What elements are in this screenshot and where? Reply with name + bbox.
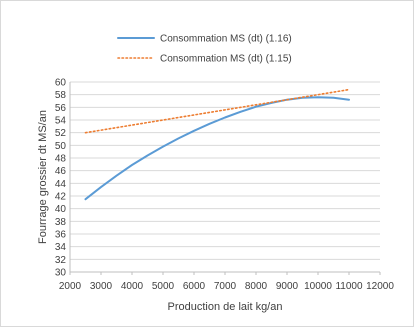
x-axis-title: Production de lait kg/an	[168, 301, 283, 313]
y-tick-label: 42	[55, 192, 67, 203]
legend: Consommation MS (dt) (1.16) Consommation …	[117, 34, 292, 65]
x-tick-label: 6000	[183, 281, 206, 292]
series-line-1	[84, 96, 350, 201]
y-tick-label: 40	[55, 204, 67, 215]
legend-label-1: Consommation MS (dt) (1.16)	[160, 34, 292, 45]
y-tick-label: 58	[55, 90, 67, 101]
y-tick-label: 36	[55, 230, 67, 241]
y-tick-label: 38	[55, 217, 67, 228]
y-tick-label: 30	[55, 268, 67, 279]
x-tick-label: 10000	[304, 281, 332, 292]
x-tick-label: 9000	[276, 281, 299, 292]
x-tick-label: 2000	[59, 281, 82, 292]
x-tick-label: 11000	[335, 281, 363, 292]
y-tick-label: 32	[55, 255, 67, 266]
series-lines	[84, 88, 350, 201]
y-tick-label: 34	[55, 242, 67, 253]
y-tick-label: 56	[55, 103, 67, 114]
y-tick-label: 46	[55, 166, 67, 177]
x-tick-label: 5000	[152, 281, 175, 292]
y-axis-title: Fourrage grossier dt MS/an	[37, 110, 49, 244]
x-tick-label: 12000	[366, 281, 394, 292]
y-tick-label: 54	[55, 116, 67, 127]
x-tick-label: 7000	[214, 281, 237, 292]
y-tick-label: 44	[55, 179, 67, 190]
y-tick-label: 52	[55, 128, 67, 139]
x-tick-label: 8000	[245, 281, 268, 292]
y-tick-label: 48	[55, 154, 67, 165]
x-tick-label: 4000	[121, 281, 144, 292]
legend-label-2: Consommation MS (dt) (1.15)	[160, 54, 292, 65]
x-tick-label: 3000	[90, 281, 113, 292]
y-tick-label: 60	[55, 78, 67, 89]
y-tick-label: 50	[55, 141, 67, 152]
series-line-2	[84, 88, 350, 134]
